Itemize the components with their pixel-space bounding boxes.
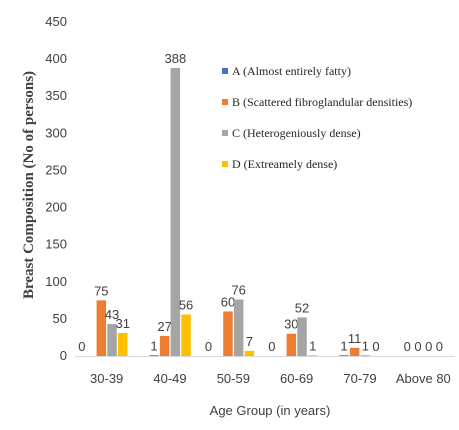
bar: [159, 335, 170, 356]
data-label: 75: [94, 283, 108, 298]
bar: [181, 314, 191, 356]
bar: [297, 317, 307, 356]
bar: [233, 299, 244, 356]
data-label: 60: [221, 294, 235, 309]
data-label: 0: [78, 339, 85, 354]
data-label: 27: [157, 319, 171, 334]
x-tick-label: 60-69: [280, 371, 313, 386]
data-label: 0: [268, 339, 275, 354]
x-tick-label: 30-39: [90, 371, 123, 386]
data-label: 7: [246, 334, 253, 349]
data-label: 31: [115, 316, 129, 331]
legend-entry: B (Scattered fibroglandular densities): [232, 95, 412, 109]
legend-swatch: [222, 161, 228, 167]
x-tick-label: 50-59: [217, 371, 250, 386]
data-label: 1: [340, 338, 347, 353]
bar: [286, 333, 297, 356]
legend-swatch: [222, 68, 228, 74]
bar: [349, 347, 360, 356]
data-label: 30: [284, 317, 298, 332]
data-label: 388: [164, 51, 186, 66]
y-tick-label: 50: [53, 311, 67, 326]
data-label: 76: [231, 283, 245, 298]
data-label: 52: [295, 300, 309, 315]
bar: [96, 300, 107, 356]
legend-swatch: [222, 99, 228, 105]
y-axis-ticks: 0 50 100 150 200 250 300 350 400 450: [45, 14, 67, 363]
data-label: 56: [179, 297, 193, 312]
data-label: 11: [348, 331, 362, 346]
y-tick-label: 100: [45, 274, 67, 289]
bar: [149, 355, 159, 356]
y-tick-label: 200: [45, 200, 67, 215]
data-label: 1: [150, 338, 157, 353]
y-tick-label: 0: [60, 348, 67, 363]
data-label: 0: [414, 339, 421, 354]
data-label: 0: [436, 339, 443, 354]
y-tick-label: 400: [45, 51, 67, 66]
bar: [244, 350, 255, 356]
x-axis-ticks: 30-39 40-49 50-59 60-69 70-79 Above 80: [90, 371, 451, 386]
bar: [117, 332, 128, 356]
data-label: 43: [105, 307, 119, 322]
bar: [360, 355, 371, 356]
x-axis-title: Age Group (in years): [210, 403, 331, 418]
data-label: 0: [404, 339, 411, 354]
data-label: 0: [425, 339, 432, 354]
legend-entry: A (Almost entirely fatty): [232, 64, 351, 78]
bar: [307, 355, 318, 356]
y-axis-title: Breast Composition (No of persons): [21, 71, 37, 299]
y-tick-label: 150: [45, 237, 67, 252]
x-tick-label: 70-79: [343, 371, 376, 386]
bar: [223, 311, 233, 356]
bar: [107, 324, 117, 356]
x-tick-label: Above 80: [396, 371, 451, 386]
data-label: 0: [372, 339, 379, 354]
legend-swatch: [222, 130, 228, 136]
legend-entry: D (Extreamely dense): [232, 157, 337, 171]
legend: A (Almost entirely fatty) B (Scattered fi…: [222, 64, 412, 171]
bar: [170, 68, 181, 357]
y-tick-label: 350: [45, 88, 67, 103]
data-label: 1: [309, 338, 316, 353]
y-tick-label: 250: [45, 162, 67, 177]
x-tick-label: 40-49: [153, 371, 186, 386]
y-tick-label: 300: [45, 125, 67, 140]
y-tick-label: 450: [45, 14, 67, 29]
bar: [339, 355, 349, 356]
data-label: 1: [362, 338, 369, 353]
legend-entry: C (Heterogeniously dense): [232, 126, 361, 140]
data-label: 0: [205, 339, 212, 354]
